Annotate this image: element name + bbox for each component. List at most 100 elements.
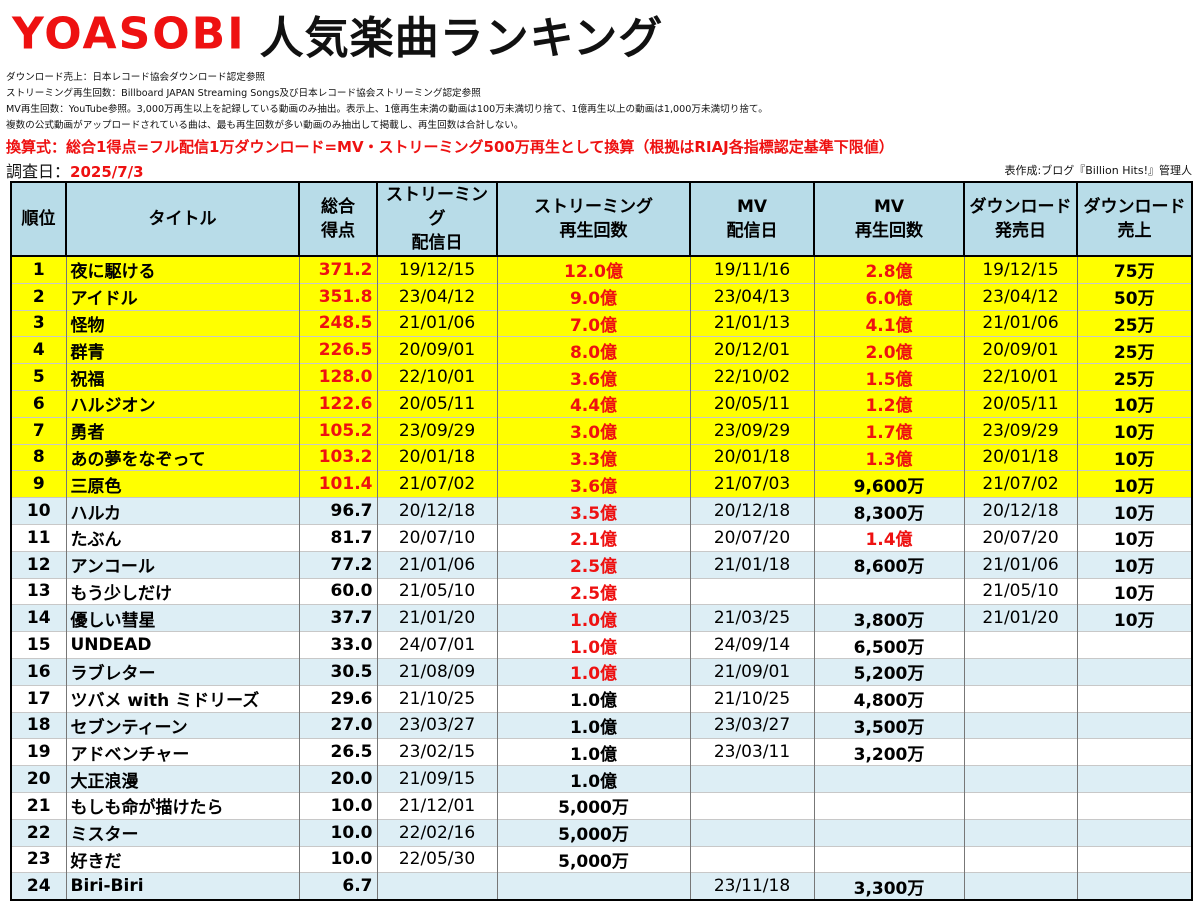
header-streaming-date[interactable]: ストリーミング 配信日 <box>376 181 498 257</box>
cell-mv-plays <box>813 818 965 847</box>
cell-score: 371.2 <box>298 255 378 284</box>
header-streaming-plays-line1: ストリーミング <box>534 197 653 217</box>
cell-score: 10.0 <box>298 818 378 847</box>
cell-streaming-plays: 2.5億 <box>496 550 691 579</box>
table-row[interactable]: 18 セブンティーン 27.0 23/03/27 1.0億 23/03/27 3,500万 <box>10 711 1193 739</box>
header-mv-plays[interactable]: MV 再生回数 <box>813 181 965 257</box>
cell-streaming-date: 21/10/25 <box>376 684 498 713</box>
cell-download-date <box>963 657 1078 686</box>
cell-download-date <box>963 765 1078 793</box>
table-row[interactable]: 3 怪物 248.5 21/01/06 7.0億 21/01/13 4.1億 21/01/06… <box>10 309 1193 337</box>
header-streaming-plays[interactable]: ストリーミング 再生回数 <box>496 181 691 257</box>
cell-download-sales <box>1076 711 1193 739</box>
cell-streaming-plays: 3.5億 <box>496 497 691 525</box>
table-row[interactable]: 19 アドベンチャー 26.5 23/02/15 1.0億 23/03/11 3,200万 <box>10 738 1193 766</box>
cell-mv-plays <box>813 791 965 820</box>
cell-download-date: 21/05/10 <box>963 577 1078 605</box>
table-row[interactable]: 11 たぶん 81.7 20/07/10 2.1億 20/07/20 1.4億 20/07/2… <box>10 523 1193 552</box>
header-title[interactable]: タイトル <box>65 181 300 257</box>
cell-streaming-date: 20/05/11 <box>376 389 498 418</box>
header-mv-date[interactable]: MV 配信日 <box>689 181 815 257</box>
cell-mv-plays: 1.2億 <box>813 389 965 418</box>
cell-streaming-plays: 3.0億 <box>496 416 691 445</box>
cell-title: ミスター <box>65 818 300 847</box>
cell-download-date: 21/01/06 <box>963 309 1078 337</box>
cell-download-date <box>963 711 1078 739</box>
table-row[interactable]: 23 好きだ 10.0 22/05/30 5,000万 <box>10 845 1193 873</box>
cell-score: 20.0 <box>298 765 378 793</box>
table-row[interactable]: 20 大正浪漫 20.0 21/09/15 1.0億 <box>10 765 1193 793</box>
cell-score: 29.6 <box>298 684 378 713</box>
cell-rank: 18 <box>10 711 67 739</box>
cell-mv-plays: 1.4億 <box>813 523 965 552</box>
table-row[interactable]: 1 夜に駆ける 371.2 19/12/15 12.0億 19/11/16 2.8億 19/1… <box>10 255 1193 284</box>
cell-download-date <box>963 684 1078 713</box>
table-row[interactable]: 2 アイドル 351.8 23/04/12 9.0億 23/04/13 6.0億 23/04/… <box>10 282 1193 311</box>
table-row[interactable]: 5 祝福 128.0 22/10/01 3.6億 22/10/02 1.5億 22/10/01… <box>10 363 1193 391</box>
cell-score: 26.5 <box>298 738 378 766</box>
cell-mv-date: 21/10/25 <box>689 684 815 713</box>
cell-download-sales: 10万 <box>1076 389 1193 418</box>
header-rank[interactable]: 順位 <box>10 181 67 257</box>
table-row[interactable]: 7 勇者 105.2 23/09/29 3.0億 23/09/29 1.7億 23/09/29… <box>10 416 1193 445</box>
table-row[interactable]: 15 UNDEAD 33.0 24/07/01 1.0億 24/09/14 6,500万 <box>10 631 1193 659</box>
cell-title: 優しい彗星 <box>65 604 300 632</box>
table-row[interactable]: 6 ハルジオン 122.6 20/05/11 4.4億 20/05/11 1.2億 20/05… <box>10 389 1193 418</box>
cell-download-sales: 10万 <box>1076 523 1193 552</box>
cell-download-date: 19/12/15 <box>963 255 1078 284</box>
table-row[interactable]: 13 もう少しだけ 60.0 21/05/10 2.5億 21/05/10 10万 <box>10 577 1193 605</box>
header-mv-plays-line1: MV <box>873 197 905 217</box>
table-row[interactable]: 8 あの夢をなぞって 103.2 20/01/18 3.3億 20/01/18 1.3億 20… <box>10 443 1193 471</box>
cell-title: UNDEAD <box>65 631 300 659</box>
cell-mv-date: 23/09/29 <box>689 416 815 445</box>
cell-mv-plays: 8,600万 <box>813 550 965 579</box>
cell-streaming-date: 24/07/01 <box>376 631 498 659</box>
header-download-date[interactable]: ダウンロード 発売日 <box>963 181 1078 257</box>
cell-streaming-plays: 1.0億 <box>496 738 691 766</box>
cell-download-sales <box>1076 631 1193 659</box>
header-streaming-date-line1: ストリーミング <box>386 185 488 229</box>
cell-mv-date: 21/09/01 <box>689 657 815 686</box>
header-score-line2: 得点 <box>321 221 355 241</box>
cell-streaming-date: 21/05/10 <box>376 577 498 605</box>
cell-mv-date <box>689 791 815 820</box>
header-download-sales[interactable]: ダウンロード 売上 <box>1076 181 1193 257</box>
table-row[interactable]: 9 三原色 101.4 21/07/02 3.6億 21/07/03 9,600万 21/07… <box>10 470 1193 498</box>
cell-rank: 4 <box>10 336 67 364</box>
cell-streaming-date: 20/12/18 <box>376 497 498 525</box>
table-row[interactable]: 12 アンコール 77.2 21/01/06 2.5億 21/01/18 8,600万 21/… <box>10 550 1193 579</box>
cell-streaming-date: 21/01/20 <box>376 604 498 632</box>
cell-mv-date <box>689 845 815 873</box>
cell-title: あの夢をなぞって <box>65 443 300 471</box>
cell-streaming-date: 20/09/01 <box>376 336 498 364</box>
cell-download-sales <box>1076 872 1193 901</box>
cell-rank: 10 <box>10 497 67 525</box>
header-title-label: タイトル <box>148 209 217 229</box>
cell-streaming-date: 22/02/16 <box>376 818 498 847</box>
artist-name: YOASOBI <box>12 8 246 60</box>
cell-streaming-plays: 3.3億 <box>496 443 691 471</box>
survey-date-label: 調査日： <box>6 162 71 181</box>
table-row[interactable]: 17 ツバメ with ミドリーズ 29.6 21/10/25 1.0億 21/10/25… <box>10 684 1193 713</box>
cell-download-date: 23/09/29 <box>963 416 1078 445</box>
table-row[interactable]: 22 ミスター 10.0 22/02/16 5,000万 <box>10 818 1193 847</box>
cell-download-date: 21/01/06 <box>963 550 1078 579</box>
cell-score: 101.4 <box>298 470 378 498</box>
cell-streaming-plays: 4.4億 <box>496 389 691 418</box>
cell-mv-plays: 5,200万 <box>813 657 965 686</box>
table-row[interactable]: 16 ラブレター 30.5 21/08/09 1.0億 21/09/01 5,200万 <box>10 657 1193 686</box>
cell-streaming-date: 21/09/15 <box>376 765 498 793</box>
table-row[interactable]: 14 優しい彗星 37.7 21/01/20 1.0億 21/03/25 3,800万 21/… <box>10 604 1193 632</box>
table-row[interactable]: 24 Biri-Biri 6.7 23/11/18 3,300万 <box>10 872 1193 901</box>
table-row[interactable]: 21 もしも命が描けたら 10.0 21/12/01 5,000万 <box>10 791 1193 820</box>
header-score[interactable]: 総合 得点 <box>298 181 378 257</box>
cell-download-sales: 10万 <box>1076 550 1193 579</box>
cell-mv-date: 20/07/20 <box>689 523 815 552</box>
cell-streaming-plays: 5,000万 <box>496 845 691 873</box>
cell-rank: 22 <box>10 818 67 847</box>
table-row[interactable]: 4 群青 226.5 20/09/01 8.0億 20/12/01 2.0億 20/09/01… <box>10 336 1193 364</box>
cell-score: 96.7 <box>298 497 378 525</box>
table-row[interactable]: 10 ハルカ 96.7 20/12/18 3.5億 20/12/18 8,300万 20/12… <box>10 497 1193 525</box>
cell-streaming-date: 21/07/02 <box>376 470 498 498</box>
cell-download-date: 22/10/01 <box>963 363 1078 391</box>
